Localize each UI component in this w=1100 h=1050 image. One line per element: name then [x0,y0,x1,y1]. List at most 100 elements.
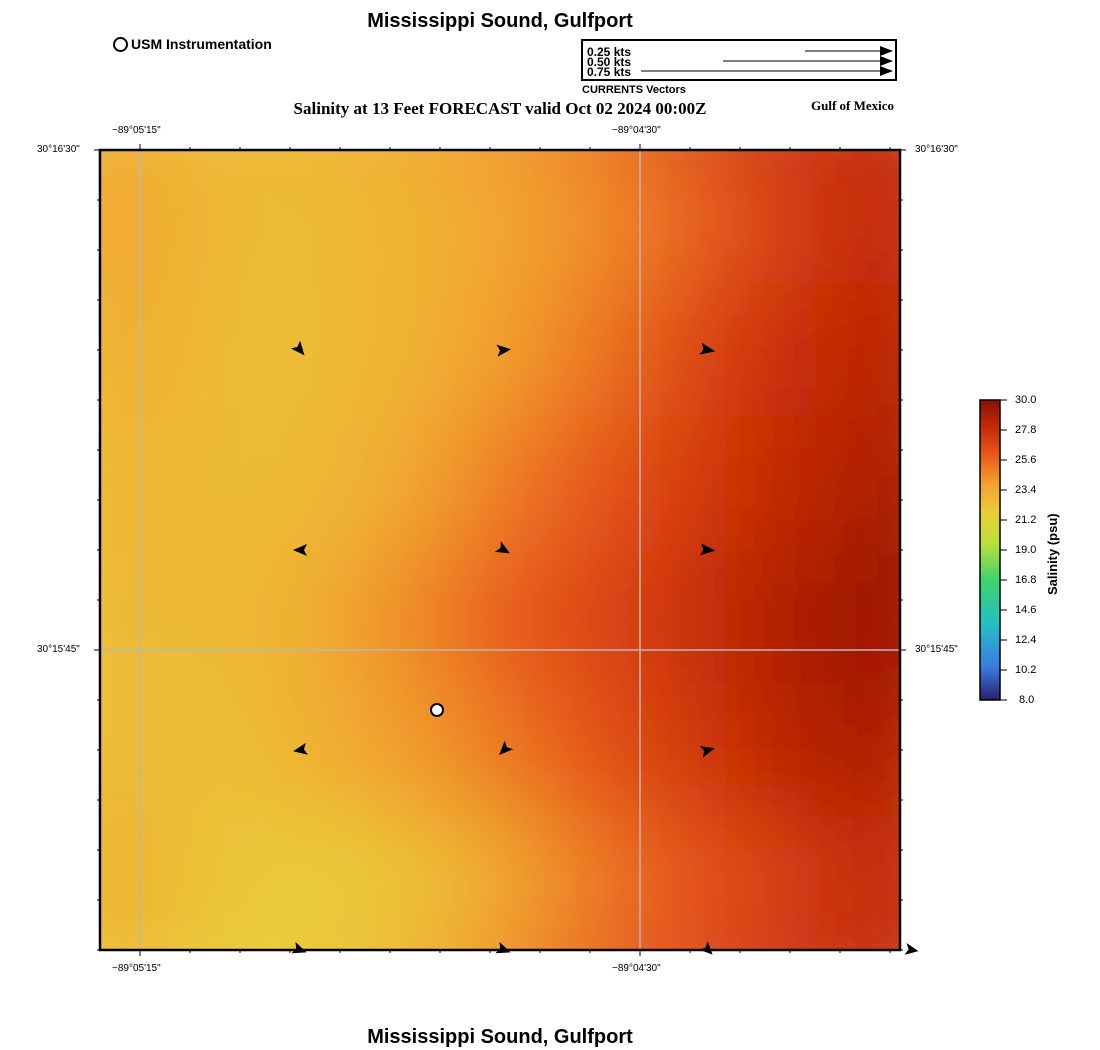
current-vector-arrow [293,544,307,556]
salinity-cell-core [544,550,634,684]
salinity-cell-core [188,550,278,684]
station-legend-icon [113,36,128,52]
salinity-cell-core [633,416,723,550]
colorbar-label: 19.0 [1015,544,1037,556]
salinity-cell-core [455,416,545,550]
salinity-cell-core [188,416,278,550]
colorbar-label: 16.8 [1015,574,1037,586]
salinity-cell-core [277,816,367,950]
salinity-cell-core [455,816,545,950]
salinity-cell-core [455,550,545,684]
salinity-cell-core [722,550,812,684]
station-legend: USM Instrumentation [113,36,272,52]
colorbar-label: 25.6 [1015,454,1037,466]
colorbar-label: 14.6 [1015,604,1037,616]
colorbar-label: 21.2 [1015,514,1037,526]
colorbar-label: 30.0 [1015,394,1037,406]
salinity-cell-core [100,150,189,284]
lat-label-right-1: 30°16'30" [915,144,958,155]
current-vector-arrow [699,746,715,758]
vector-scale-label-3: 0.75 kts [587,65,632,79]
vector-scale-arrowhead-2 [880,56,893,66]
region-label: Gulf of Mexico [811,98,895,113]
frame-ticks [94,144,906,956]
colorbar [979,399,1001,701]
map-subtitle: Salinity at 13 Feet FORECAST valid Oct 0… [293,99,707,118]
current-vector-arrow [496,344,511,357]
salinity-cell-core [366,416,456,550]
salinity-cell-core [722,283,812,417]
salinity-cell-core [811,416,900,550]
salinity-cell-core [544,283,634,417]
salinity-cell-core [366,283,456,417]
colorbar-label: 27.8 [1015,424,1037,436]
lon-label-top-1: −89°05'15" [112,125,161,136]
colorbar-label: 8.0 [1019,694,1035,706]
current-vector-head [700,543,716,556]
salinity-cell-core [188,683,278,817]
salinity-cell-core [188,283,278,417]
salinity-cell-core [544,416,634,550]
salinity-cell-core [722,150,812,284]
vector-caption: CURRENTS Vectors [582,84,686,96]
salinity-cell-core [277,683,367,817]
colorbar-label: 10.2 [1015,664,1037,676]
vector-scale-arrowhead-1 [880,46,893,56]
current-vector-arrow [290,340,305,356]
salinity-cell-core [633,550,723,684]
current-vector-head [290,340,305,356]
salinity-cell-core [100,683,189,817]
graticule [100,150,900,950]
current-vector-arrow [904,942,919,955]
current-vector-head [494,541,511,554]
salinity-cell-core [100,416,189,550]
current-vector-head [293,544,307,556]
lat-label-right-2: 30°15'45" [915,644,958,655]
current-vector-arrow [494,541,511,554]
salinity-field [100,150,900,950]
colorbar-ticks [1000,399,1007,701]
salinity-cell-core [277,550,367,684]
current-vector-arrow [293,742,308,755]
lat-label-left-2: 30°15'45" [37,644,80,655]
salinity-cell-core [188,150,278,284]
salinity-cell-core [277,150,367,284]
salinity-cell-core [811,816,900,950]
salinity-cell-core [633,816,723,950]
current-vector-head [699,746,715,758]
salinity-cell-core [277,283,367,417]
map-title: Mississippi Sound, Gulfport [367,10,633,32]
current-vector-arrow [700,543,716,556]
current-vector-head [499,740,514,755]
lat-label-left-1: 30°16'30" [37,144,80,155]
salinity-cell-core [811,150,900,284]
salinity-cell-core [366,683,456,817]
station-legend-label: USM Instrumentation [131,36,272,52]
usm-station-marker[interactable] [430,703,444,717]
salinity-cell-core [544,150,634,284]
colorbar-label: 12.4 [1015,634,1037,646]
lon-label-bottom-1: −89°05'15" [112,963,161,974]
salinity-cell-core [811,550,900,684]
salinity-cell-core [366,550,456,684]
colorbar-title: Salinity (psu) [1045,513,1060,595]
salinity-cell-core [811,683,900,817]
current-vector-arrow [499,740,514,755]
salinity-cell-core [722,683,812,817]
current-vector-head [699,342,716,355]
current-vector-head [293,742,308,755]
salinity-cell-core [722,816,812,950]
salinity-cell-core [811,283,900,417]
lon-label-bottom-2: −89°04'30" [612,963,661,974]
current-vector-arrow [699,342,716,355]
salinity-cell-core [366,816,456,950]
salinity-cell-core [455,150,545,284]
vector-scale-label-2: 0.50 kts [587,55,632,69]
salinity-cell-core [100,283,189,417]
salinity-cell-core [277,416,367,550]
vector-scale-label-1: 0.25 kts [587,45,632,59]
salinity-cell-core [188,816,278,950]
salinity-cell-core [544,816,634,950]
colorbar-label: 23.4 [1015,484,1037,496]
